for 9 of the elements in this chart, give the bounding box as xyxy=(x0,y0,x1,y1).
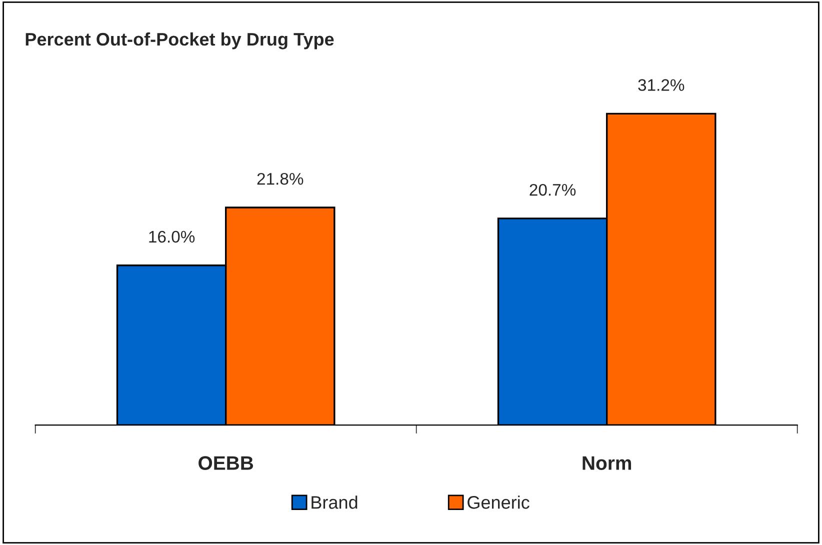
legend-label: Generic xyxy=(468,496,530,509)
chart-title: Percent Out-of-Pocket by Drug Type xyxy=(26,32,334,50)
x-tick-label: Norm xyxy=(582,456,632,470)
data-label: 31.2% xyxy=(638,79,684,91)
data-label: 16.0% xyxy=(149,230,195,243)
data-label: 20.7% xyxy=(530,184,576,196)
x-tick-label: OEBB xyxy=(198,456,254,470)
data-label: 21.8% xyxy=(257,172,304,185)
legend-label: Brand xyxy=(312,496,358,509)
